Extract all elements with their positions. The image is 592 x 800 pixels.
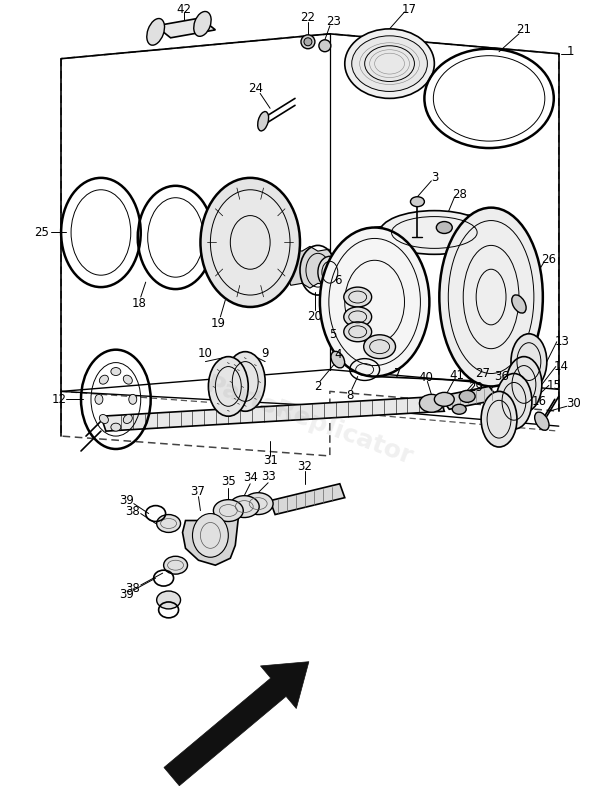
Ellipse shape (111, 423, 121, 431)
Ellipse shape (481, 391, 517, 447)
Text: 39: 39 (120, 587, 134, 601)
Text: 38: 38 (126, 505, 140, 518)
Text: 18: 18 (131, 298, 146, 310)
Text: 22: 22 (301, 11, 316, 25)
Text: 8: 8 (346, 389, 353, 402)
Ellipse shape (410, 197, 424, 206)
Ellipse shape (157, 591, 181, 609)
Ellipse shape (258, 111, 269, 131)
Ellipse shape (535, 412, 549, 430)
Ellipse shape (210, 190, 290, 295)
Text: 13: 13 (554, 335, 569, 348)
Text: 19: 19 (211, 318, 226, 330)
Ellipse shape (111, 367, 121, 375)
Ellipse shape (363, 334, 395, 358)
Text: PartsReplicator: PartsReplicator (203, 373, 417, 470)
Text: 38: 38 (126, 582, 140, 594)
Text: 39: 39 (120, 494, 134, 507)
Text: 16: 16 (532, 395, 546, 408)
Text: 40: 40 (418, 371, 433, 384)
Ellipse shape (344, 287, 372, 307)
Text: 36: 36 (494, 370, 510, 383)
Ellipse shape (213, 500, 243, 522)
Ellipse shape (345, 29, 435, 98)
Text: 26: 26 (541, 253, 556, 266)
Polygon shape (182, 509, 238, 566)
Polygon shape (439, 386, 499, 410)
Ellipse shape (511, 334, 547, 390)
Text: 41: 41 (450, 369, 465, 382)
Text: 14: 14 (554, 360, 568, 373)
Text: 15: 15 (546, 379, 561, 392)
Ellipse shape (318, 256, 342, 288)
Ellipse shape (319, 40, 331, 52)
Ellipse shape (452, 404, 466, 414)
Polygon shape (272, 246, 348, 288)
Polygon shape (101, 396, 445, 431)
Ellipse shape (95, 394, 103, 404)
Ellipse shape (123, 375, 133, 384)
Text: 17: 17 (402, 2, 417, 15)
Ellipse shape (506, 357, 542, 412)
Text: 42: 42 (176, 2, 191, 15)
Ellipse shape (344, 322, 372, 342)
Ellipse shape (496, 374, 532, 429)
Text: 20: 20 (307, 310, 323, 323)
Ellipse shape (352, 36, 427, 91)
Ellipse shape (511, 295, 526, 313)
Text: 30: 30 (567, 397, 581, 410)
Ellipse shape (243, 493, 273, 514)
Polygon shape (270, 484, 345, 514)
Ellipse shape (419, 394, 443, 412)
Ellipse shape (320, 227, 429, 377)
Text: 31: 31 (263, 454, 278, 467)
Text: 2: 2 (314, 380, 321, 393)
Ellipse shape (129, 394, 137, 404)
Ellipse shape (459, 390, 475, 402)
Text: 9: 9 (262, 347, 269, 360)
Ellipse shape (226, 352, 265, 411)
Text: 5: 5 (329, 328, 336, 342)
Text: 34: 34 (243, 471, 258, 484)
Ellipse shape (301, 35, 315, 49)
Text: 29: 29 (468, 381, 482, 394)
Polygon shape (164, 662, 309, 786)
Ellipse shape (331, 351, 345, 368)
Text: 33: 33 (260, 470, 275, 483)
Text: 12: 12 (52, 393, 67, 406)
Ellipse shape (208, 357, 248, 416)
Text: 32: 32 (298, 460, 313, 474)
Text: 10: 10 (198, 347, 213, 360)
Ellipse shape (99, 375, 108, 384)
Ellipse shape (304, 38, 312, 46)
Ellipse shape (99, 414, 108, 423)
Polygon shape (156, 18, 215, 38)
Ellipse shape (344, 307, 372, 327)
Ellipse shape (147, 18, 165, 45)
Ellipse shape (123, 414, 133, 423)
Ellipse shape (163, 556, 188, 574)
Text: 6: 6 (334, 274, 342, 286)
Text: 37: 37 (190, 486, 205, 498)
Text: 1: 1 (567, 46, 574, 58)
Text: 3: 3 (432, 171, 439, 184)
Ellipse shape (157, 514, 181, 533)
Ellipse shape (192, 514, 229, 558)
Text: 21: 21 (516, 23, 532, 36)
Text: 7: 7 (394, 367, 401, 380)
Text: 28: 28 (452, 188, 466, 202)
Ellipse shape (379, 210, 489, 254)
Ellipse shape (439, 208, 543, 386)
Text: 24: 24 (247, 82, 263, 95)
Text: 27: 27 (475, 367, 491, 380)
Ellipse shape (229, 496, 259, 518)
Text: 4: 4 (334, 348, 342, 361)
Text: 25: 25 (34, 226, 49, 239)
Text: 35: 35 (221, 475, 236, 488)
Ellipse shape (201, 178, 300, 307)
Ellipse shape (436, 222, 452, 234)
Text: 23: 23 (326, 15, 341, 29)
Ellipse shape (435, 392, 454, 406)
Ellipse shape (194, 11, 211, 36)
